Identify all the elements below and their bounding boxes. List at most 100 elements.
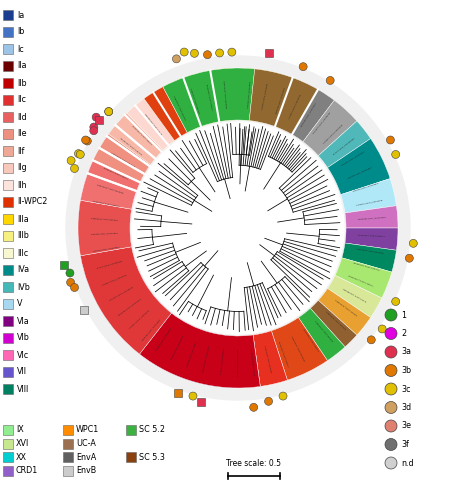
Text: IIf: IIf: [17, 146, 24, 156]
Text: RS9917 (GCF_00015961: RS9917 (GCF_00015961: [92, 246, 119, 252]
Circle shape: [74, 150, 83, 158]
Text: Tree scale: 0.5: Tree scale: 0.5: [227, 459, 282, 468]
Wedge shape: [342, 243, 396, 272]
Bar: [63, 425, 73, 435]
Text: CC9605 (GCF_00001256: CC9605 (GCF_00001256: [207, 84, 214, 110]
Text: RS9916 (GCF_00015959: RS9916 (GCF_00015959: [315, 320, 334, 341]
Text: RS9915 (GCF_00015957: RS9915 (GCF_00015957: [347, 166, 373, 179]
Wedge shape: [318, 121, 371, 168]
Bar: [126, 452, 136, 462]
Circle shape: [66, 56, 410, 400]
Text: WPC1: WPC1: [76, 426, 99, 434]
FancyBboxPatch shape: [95, 116, 103, 124]
Circle shape: [204, 50, 212, 58]
Text: EnvB: EnvB: [76, 466, 96, 475]
Text: CC9902 (GCF_00016191: CC9902 (GCF_00016191: [103, 166, 129, 179]
Text: RS9916 (GCF_00015959: RS9916 (GCF_00015959: [171, 335, 184, 360]
Bar: [3, 384, 13, 394]
Bar: [63, 466, 73, 475]
Text: 2: 2: [401, 329, 406, 338]
Text: RCC307 (GCF_00015390: RCC307 (GCF_00015390: [109, 286, 133, 301]
Circle shape: [67, 278, 75, 286]
Text: XVI: XVI: [16, 439, 29, 448]
Circle shape: [216, 49, 224, 57]
Circle shape: [90, 123, 98, 131]
Bar: [3, 466, 13, 475]
Circle shape: [66, 269, 74, 277]
Text: IIIc: IIIc: [17, 248, 28, 258]
Circle shape: [180, 48, 188, 56]
Text: RS9916 (GCF_00015959: RS9916 (GCF_00015959: [352, 182, 379, 192]
Circle shape: [265, 398, 273, 406]
Text: WH8102 (GCF_00001262: WH8102 (GCF_00001262: [224, 80, 228, 108]
Text: RS9916 (GCF_00015959: RS9916 (GCF_00015959: [190, 88, 201, 114]
Text: IIc: IIc: [17, 96, 26, 104]
Circle shape: [385, 457, 397, 469]
Circle shape: [105, 108, 113, 116]
Bar: [3, 197, 13, 207]
Text: CC9605 (GCF_00001256: CC9605 (GCF_00001256: [356, 199, 383, 206]
Text: SC 5.2: SC 5.2: [139, 426, 165, 434]
Text: WH8103 (GCF_00001260: WH8103 (GCF_00001260: [356, 246, 384, 252]
Wedge shape: [140, 313, 260, 388]
Wedge shape: [328, 138, 390, 194]
Circle shape: [76, 150, 84, 158]
Text: XX: XX: [16, 452, 27, 462]
Text: IId: IId: [17, 112, 27, 122]
Bar: [3, 333, 13, 343]
Circle shape: [250, 404, 258, 411]
Circle shape: [190, 50, 198, 58]
Text: RS9917 (GCF_00015961: RS9917 (GCF_00015961: [335, 298, 358, 316]
Wedge shape: [266, 74, 306, 130]
Text: n.d: n.d: [401, 458, 414, 468]
Text: 3a: 3a: [401, 348, 411, 356]
Text: WH8102 (GCF_00001262: WH8102 (GCF_00001262: [97, 182, 124, 192]
Circle shape: [405, 254, 413, 262]
Text: RCC307 (GCF_00015390: RCC307 (GCF_00015390: [121, 136, 143, 154]
Circle shape: [90, 126, 98, 134]
Wedge shape: [116, 113, 163, 158]
Bar: [3, 438, 13, 448]
Text: VIII: VIII: [17, 384, 29, 394]
Text: BL107 (GCF_000159535: BL107 (GCF_000159535: [343, 286, 367, 301]
Bar: [3, 44, 13, 54]
Text: CC9902 (GCF_00016191: CC9902 (GCF_00016191: [358, 232, 385, 235]
Text: Ib: Ib: [17, 28, 24, 36]
Text: CC9902 (GCF_00016191: CC9902 (GCF_00016191: [129, 310, 150, 329]
Text: 3b: 3b: [401, 366, 411, 375]
Circle shape: [228, 48, 236, 56]
Circle shape: [82, 136, 90, 144]
Bar: [63, 452, 73, 462]
Text: BL107 (GCF_000159535: BL107 (GCF_000159535: [333, 137, 355, 154]
Wedge shape: [271, 318, 328, 380]
Circle shape: [367, 336, 375, 344]
Text: RS9916 (GCF_00015959: RS9916 (GCF_00015959: [91, 216, 118, 220]
Wedge shape: [78, 200, 132, 256]
Wedge shape: [93, 134, 150, 182]
Text: VIc: VIc: [17, 350, 29, 360]
Text: CRD1: CRD1: [16, 466, 38, 475]
Text: RS9916 (GCF_00015959: RS9916 (GCF_00015959: [248, 81, 251, 108]
Circle shape: [105, 108, 113, 116]
Text: RS9915 (GCF_00015957: RS9915 (GCF_00015957: [187, 341, 197, 366]
Text: RS9917 (GCF_00015961: RS9917 (GCF_00015961: [159, 102, 175, 126]
Text: IVb: IVb: [17, 282, 30, 292]
Wedge shape: [249, 69, 318, 134]
Bar: [3, 61, 13, 71]
FancyBboxPatch shape: [265, 48, 273, 56]
Text: BL107 (GCF_000159535: BL107 (GCF_000159535: [96, 260, 122, 270]
Wedge shape: [253, 330, 288, 386]
Circle shape: [92, 113, 100, 121]
Wedge shape: [80, 160, 140, 209]
Bar: [3, 10, 13, 20]
Text: RS9915 (GCF_00015957: RS9915 (GCF_00015957: [326, 310, 346, 329]
Bar: [3, 367, 13, 377]
Text: RCC307 (GCF_00015390: RCC307 (GCF_00015390: [353, 260, 380, 270]
Bar: [3, 78, 13, 88]
Bar: [3, 146, 13, 156]
Circle shape: [172, 55, 180, 63]
Wedge shape: [345, 206, 398, 228]
Bar: [3, 129, 13, 139]
Bar: [3, 112, 13, 122]
Bar: [3, 265, 13, 275]
